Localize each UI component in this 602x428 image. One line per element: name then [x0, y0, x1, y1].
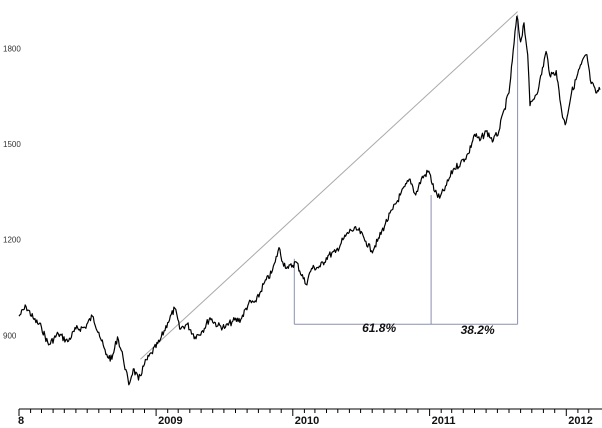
x-axis: 8 2009 2010 2011 2012	[18, 408, 602, 427]
y-tick-label-1200: 1200	[3, 236, 21, 245]
series-line-0	[18, 15, 601, 386]
trendline-0	[140, 11, 518, 360]
x-year-label-2011: 2011	[432, 415, 456, 427]
y-tick-label-900: 900	[3, 331, 17, 340]
x-year-label-2010: 2010	[295, 415, 319, 427]
y-tick-label-1800: 1800	[3, 44, 21, 53]
retracement-label-0: 61.8%	[362, 321, 396, 335]
y-axis: 900 1200 1500 1800	[3, 44, 21, 340]
annotation-layer	[140, 11, 519, 360]
x-year-label-2012: 2012	[568, 415, 592, 427]
retracement-label-1: 38.2%	[461, 323, 495, 337]
y-tick-label-1500: 1500	[3, 140, 21, 149]
label-layer: 61.8% 38.2%	[362, 321, 495, 337]
x-year-label-2009: 2009	[158, 415, 182, 427]
series-layer	[18, 15, 601, 386]
x-start-label: 8	[18, 415, 24, 427]
